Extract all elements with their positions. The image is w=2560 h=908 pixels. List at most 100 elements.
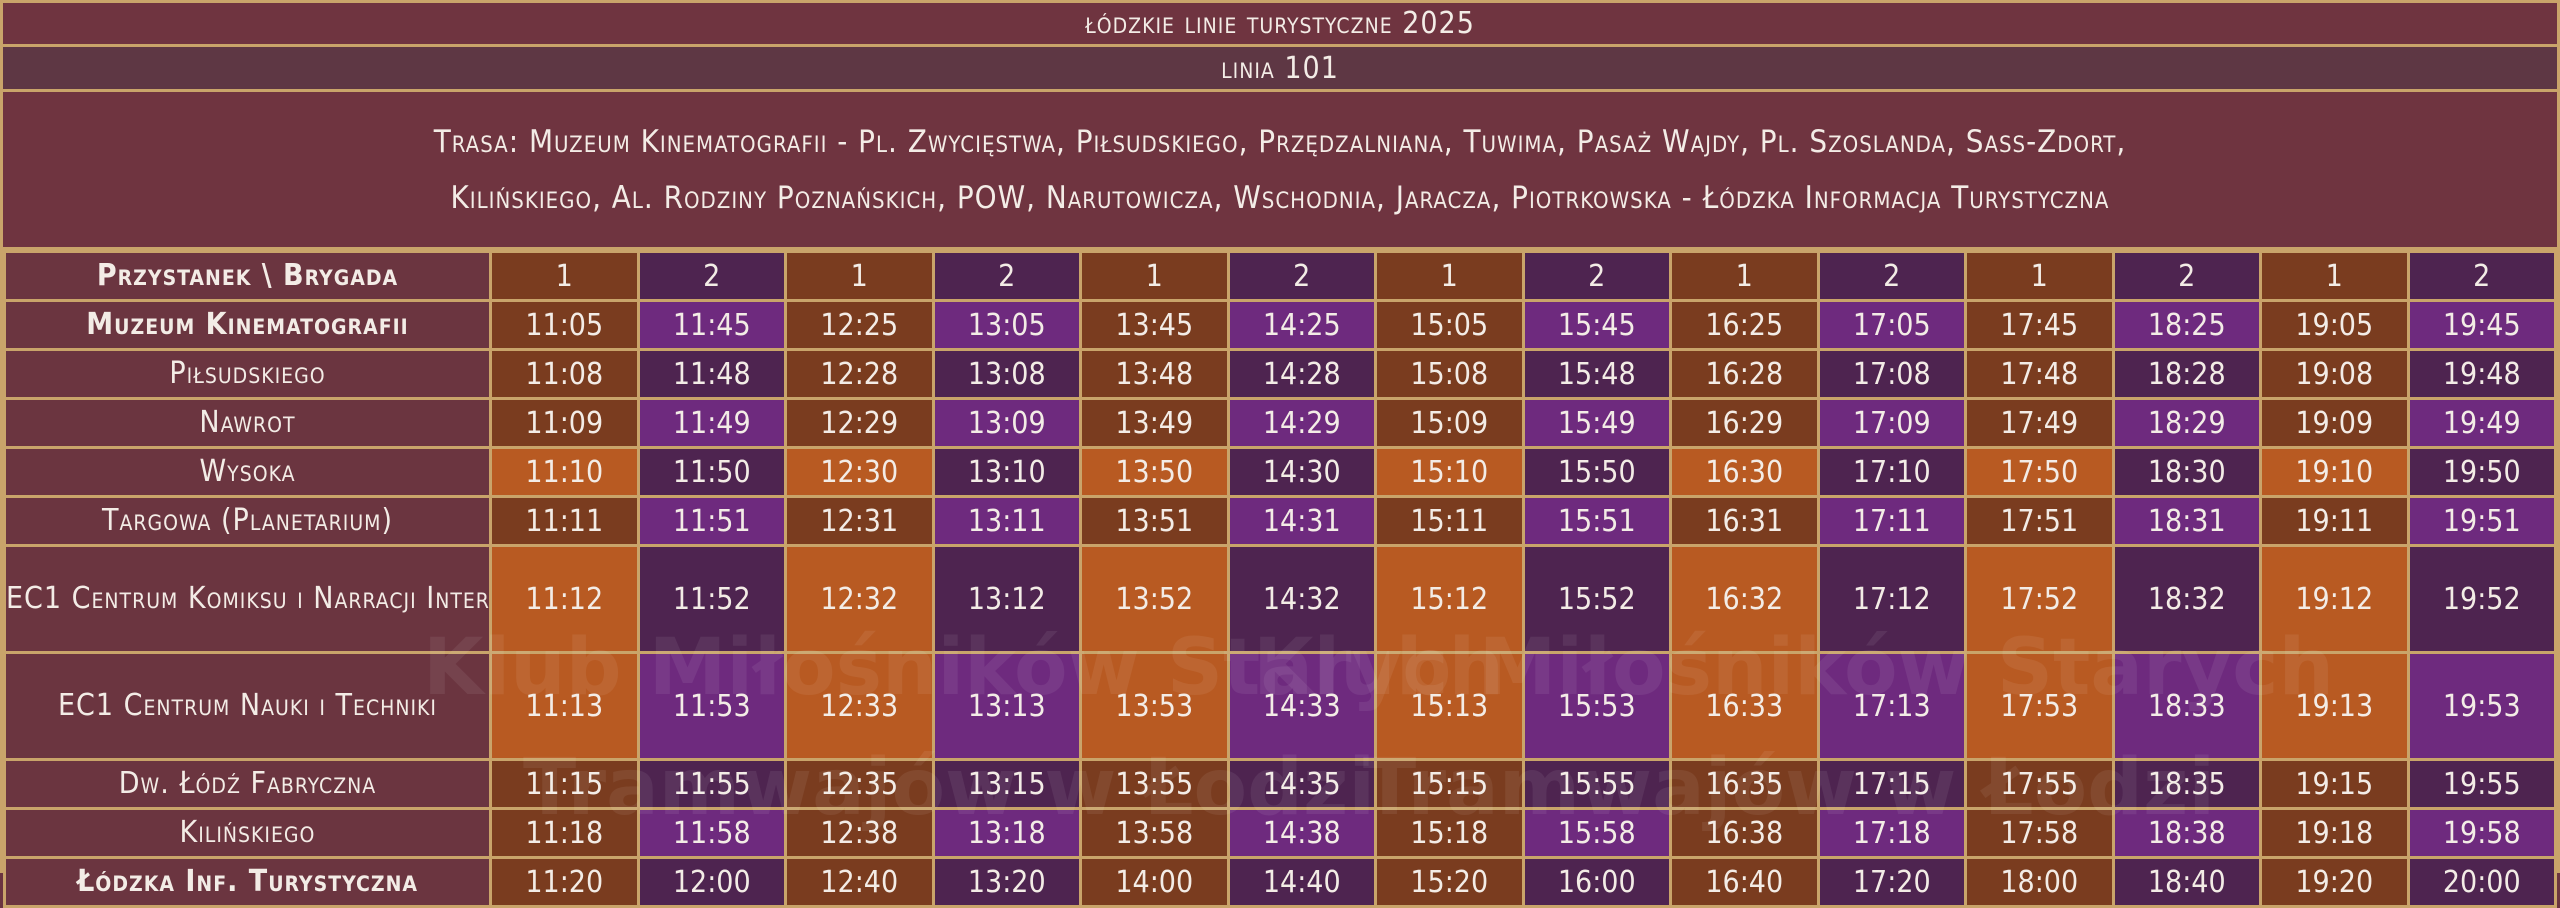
departure-time: 13:52 [1079,544,1230,654]
departure-time: 11:12 [489,544,640,654]
departure-time: 11:52 [636,544,787,654]
departure-time: 13:05 [931,299,1082,351]
timetable-row: EC1 Centrum Nauki i Techniki 11:13 11:53 12… [3,651,2557,761]
departure-time: 18:31 [2111,495,2262,547]
brigade-header: 1 [2259,250,2410,302]
departure-time: 17:49 [1964,397,2115,449]
departure-time: 19:55 [2406,758,2557,810]
departure-time: 13:13 [931,651,1082,761]
departure-time: 13:20 [931,856,1082,908]
departure-time: 15:55 [1521,758,1672,810]
departure-time: 12:32 [784,544,935,654]
departure-time: 15:11 [1374,495,1525,547]
departure-time: 14:29 [1226,397,1377,449]
departure-time: 13:11 [931,495,1082,547]
departure-time: 15:50 [1521,446,1672,498]
departure-time: 17:51 [1964,495,2115,547]
departure-time: 17:20 [1816,856,1967,908]
route-line-2: Kilińskiego, Al. Rodziny Poznańskich, PO… [450,179,2110,216]
departure-time: 16:33 [1669,651,1820,761]
departure-time: 19:08 [2259,348,2410,400]
departure-time: 18:33 [2111,651,2262,761]
departure-time: 18:38 [2111,807,2262,859]
departure-time: 18:25 [2111,299,2262,351]
departure-time: 17:53 [1964,651,2115,761]
departure-time: 18:28 [2111,348,2262,400]
departure-time: 19:48 [2406,348,2557,400]
stop-name: EC1 Centrum Nauki i Techniki [3,651,492,761]
brigade-header: 2 [1816,250,1967,302]
departure-time: 15:10 [1374,446,1525,498]
departure-time: 13:50 [1079,446,1230,498]
departure-time: 11:10 [489,446,640,498]
stop-name: Wysoka [3,446,492,498]
departure-time: 11:58 [636,807,787,859]
departure-time: 19:53 [2406,651,2557,761]
departure-time: 18:29 [2111,397,2262,449]
departure-time: 19:51 [2406,495,2557,547]
departure-time: 12:29 [784,397,935,449]
stop-name: Muzeum Kinematografii [3,299,492,351]
departure-time: 13:15 [931,758,1082,810]
departure-time: 11:20 [489,856,640,908]
brigade-header: 1 [1374,250,1525,302]
departure-time: 15:52 [1521,544,1672,654]
stop-name: Targowa (Planetarium) [3,495,492,547]
brigade-header: 1 [784,250,935,302]
departure-time: 12:33 [784,651,935,761]
route-line-1: Trasa: Muzeum Kinematografii - Pl. Zwyci… [433,123,2127,160]
departure-time: 13:10 [931,446,1082,498]
departure-time: 13:49 [1079,397,1230,449]
brigade-header: 1 [1079,250,1230,302]
departure-time: 17:10 [1816,446,1967,498]
departure-time: 19:45 [2406,299,2557,351]
departure-time: 11:45 [636,299,787,351]
departure-time: 15:45 [1521,299,1672,351]
route-band: Trasa: Muzeum Kinematografii - Pl. Zwyci… [3,92,2557,250]
departure-time: 13:12 [931,544,1082,654]
departure-time: 14:00 [1079,856,1230,908]
departure-time: 17:08 [1816,348,1967,400]
departure-time: 12:35 [784,758,935,810]
departure-time: 13:58 [1079,807,1230,859]
departure-time: 17:09 [1816,397,1967,449]
brigade-header: 2 [2111,250,2262,302]
departure-time: 14:31 [1226,495,1377,547]
departure-time: 15:18 [1374,807,1525,859]
departure-time: 17:48 [1964,348,2115,400]
departure-time: 16:31 [1669,495,1820,547]
departure-time: 18:30 [2111,446,2262,498]
departure-time: 19:15 [2259,758,2410,810]
departure-time: 11:50 [636,446,787,498]
departure-time: 17:58 [1964,807,2115,859]
departure-time: 19:09 [2259,397,2410,449]
departure-time: 19:10 [2259,446,2410,498]
brigade-header: 1 [489,250,640,302]
brigade-header: 1 [1669,250,1820,302]
departure-time: 14:32 [1226,544,1377,654]
departure-time: 13:09 [931,397,1082,449]
page-title: łódzkie linie turystyczne 2025 [1085,6,1475,41]
departure-time: 19:05 [2259,299,2410,351]
departure-time: 11:13 [489,651,640,761]
departure-time: 19:50 [2406,446,2557,498]
departure-time: 18:35 [2111,758,2262,810]
title-band: łódzkie linie turystyczne 2025 [3,3,2557,47]
departure-time: 17:18 [1816,807,1967,859]
departure-time: 19:49 [2406,397,2557,449]
departure-time: 13:55 [1079,758,1230,810]
departure-time: 13:08 [931,348,1082,400]
departure-time: 19:52 [2406,544,2557,654]
departure-time: 12:40 [784,856,935,908]
departure-time: 15:53 [1521,651,1672,761]
stop-name: Piłsudskiego [3,348,492,400]
timetable-row: Łódzka Inf. Turystyczna 11:20 12:00 12:40 13… [3,856,2557,908]
departure-time: 11:08 [489,348,640,400]
brigade-header: 2 [1226,250,1377,302]
departure-time: 13:48 [1079,348,1230,400]
departure-time: 15:08 [1374,348,1525,400]
departure-time: 14:35 [1226,758,1377,810]
corner-label: Przystanek \ Brygada [3,250,492,302]
departure-time: 16:40 [1669,856,1820,908]
departure-time: 17:15 [1816,758,1967,810]
